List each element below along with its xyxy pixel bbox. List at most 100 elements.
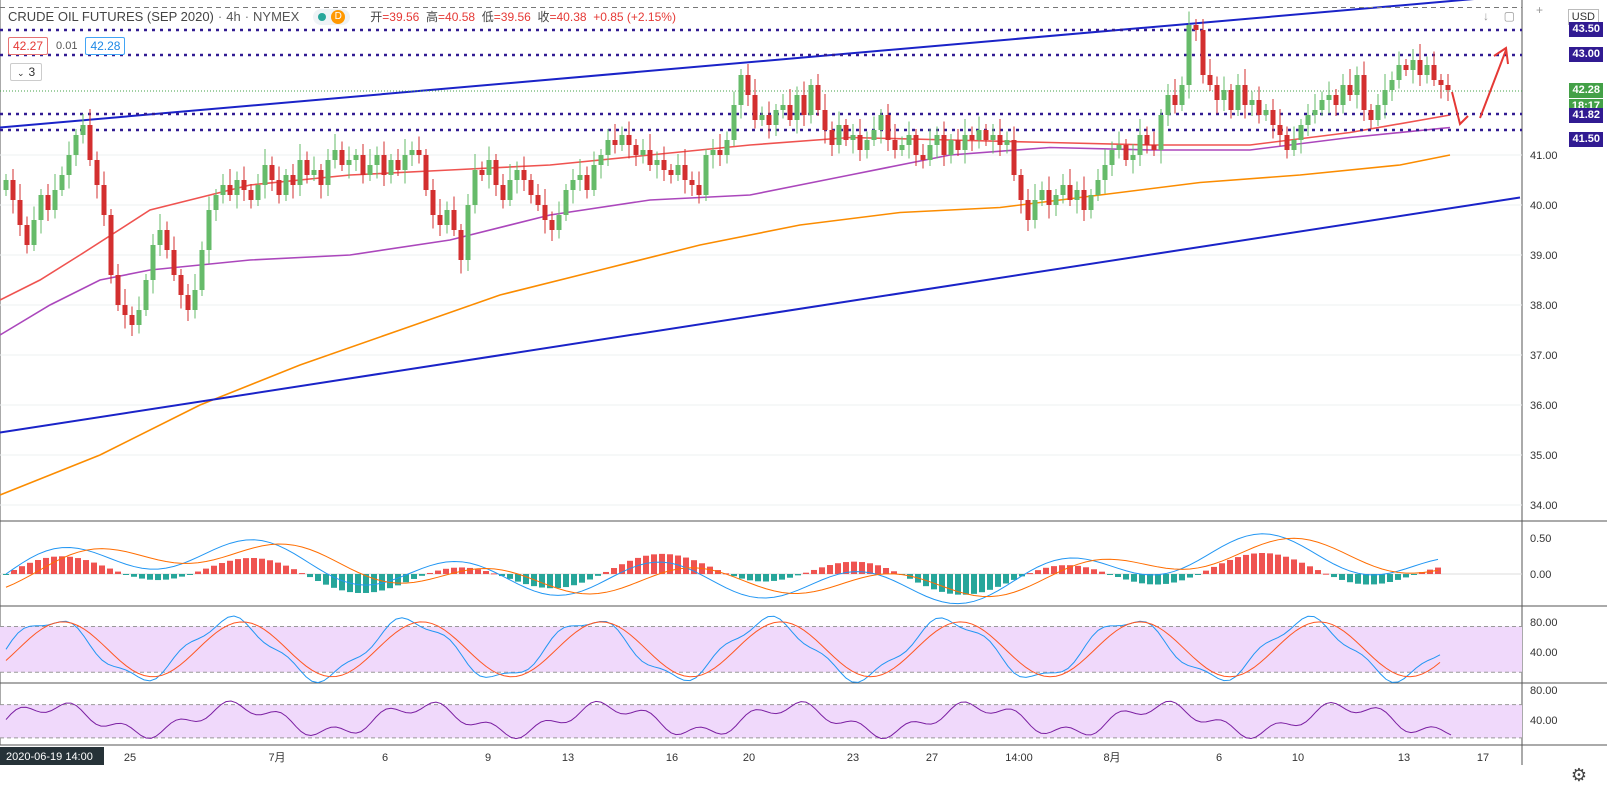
macd-histogram-bar bbox=[843, 562, 849, 574]
candle-body bbox=[360, 155, 366, 175]
candle-body bbox=[1193, 25, 1199, 30]
interval-label[interactable]: 4h bbox=[226, 9, 241, 24]
candle-body bbox=[1445, 85, 1451, 90]
date-tick-label: 8月 bbox=[1103, 752, 1120, 764]
macd-histogram-bar bbox=[1195, 574, 1201, 575]
candle-body bbox=[3, 180, 9, 190]
macd-histogram-bar bbox=[707, 566, 713, 574]
symbol-title[interactable]: CRUDE OIL FUTURES (SEP 2020) bbox=[8, 9, 214, 24]
macd-histogram-bar bbox=[1371, 574, 1377, 585]
date-tick-label: 23 bbox=[847, 752, 859, 764]
lot-size-selector[interactable]: ⌄ 3 bbox=[10, 63, 43, 81]
candle-body bbox=[1333, 95, 1339, 105]
candle-body bbox=[318, 170, 324, 185]
candle-body bbox=[955, 140, 961, 150]
candle-body bbox=[1242, 85, 1248, 105]
candle-body bbox=[1235, 85, 1241, 110]
candle-body bbox=[913, 135, 919, 155]
candle-body bbox=[192, 290, 198, 310]
candle-body bbox=[17, 200, 23, 225]
candle-body bbox=[283, 175, 289, 195]
ohlc-readout: 开=39.56 高=40.58 低=39.56 收=40.38 +0.85 (+… bbox=[370, 10, 676, 24]
macd-histogram-bar bbox=[243, 558, 249, 574]
candle-body bbox=[290, 175, 296, 185]
macd-histogram-bar bbox=[779, 574, 785, 580]
macd-histogram-bar bbox=[819, 567, 825, 574]
price-tick-label: 37.00 bbox=[1530, 350, 1558, 362]
candle-body bbox=[514, 170, 520, 180]
candle-body bbox=[584, 175, 590, 190]
macd-histogram-bar bbox=[515, 574, 521, 582]
candle-body bbox=[920, 155, 926, 160]
macd-histogram-bar bbox=[331, 574, 337, 588]
market-status[interactable]: D bbox=[313, 8, 351, 25]
macd-histogram-bar bbox=[1019, 574, 1025, 577]
candle-body bbox=[1053, 195, 1059, 205]
buy-price-button[interactable]: 42.28 bbox=[85, 37, 126, 55]
candle-body bbox=[465, 205, 471, 260]
macd-histogram-bar bbox=[851, 561, 857, 574]
macd-histogram-bar bbox=[299, 573, 305, 575]
candle-body bbox=[850, 135, 856, 140]
candle-body bbox=[1438, 80, 1444, 85]
macd-histogram-bar bbox=[595, 574, 601, 576]
candle-body bbox=[738, 75, 744, 105]
candle-body bbox=[1410, 60, 1416, 70]
candle-body bbox=[962, 135, 968, 150]
candle-body bbox=[108, 215, 114, 275]
macd-histogram-bar bbox=[1275, 554, 1281, 574]
macd-histogram-bar bbox=[1259, 553, 1265, 574]
macd-histogram-bar bbox=[339, 574, 345, 591]
candle-body bbox=[759, 115, 765, 120]
candle-body bbox=[493, 160, 499, 185]
candle-body bbox=[409, 150, 415, 155]
macd-histogram-bar bbox=[259, 558, 265, 574]
macd-histogram-bar bbox=[1035, 570, 1041, 574]
macd-histogram-bar bbox=[643, 555, 649, 574]
candle-body bbox=[927, 145, 933, 160]
candle-body bbox=[1151, 145, 1157, 150]
sell-price-button[interactable]: 42.27 bbox=[8, 37, 49, 55]
macd-histogram-bar bbox=[483, 571, 489, 574]
macd-histogram-bar bbox=[939, 574, 945, 592]
candle-body bbox=[633, 145, 639, 155]
macd-histogram-bar bbox=[627, 560, 633, 574]
delay-badge: D bbox=[331, 9, 346, 24]
macd-histogram-bar bbox=[187, 574, 193, 575]
date-tick-label: 25 bbox=[124, 752, 136, 764]
candle-body bbox=[1095, 180, 1101, 195]
candle-body bbox=[87, 125, 93, 160]
macd-histogram-bar bbox=[1235, 557, 1241, 574]
arrow-down-icon[interactable]: ↓ bbox=[1483, 9, 1489, 23]
date-tick-label: 27 bbox=[926, 752, 938, 764]
macd-histogram-bar bbox=[123, 574, 129, 575]
macd-histogram-bar bbox=[1131, 574, 1137, 582]
plus-icon[interactable]: + bbox=[1535, 3, 1543, 17]
candle-body bbox=[353, 155, 359, 160]
currency-label[interactable]: USD bbox=[1567, 9, 1599, 25]
macd-histogram-bar bbox=[1267, 553, 1273, 574]
candle-body bbox=[1403, 65, 1409, 70]
maximize-icon[interactable]: ▢ bbox=[1503, 9, 1515, 23]
macd-histogram-bar bbox=[811, 569, 817, 574]
macd-histogram-bar bbox=[1379, 574, 1385, 584]
candle-body bbox=[654, 160, 660, 165]
candle-body bbox=[24, 225, 30, 245]
macd-histogram-bar bbox=[131, 574, 137, 577]
macd-histogram-bar bbox=[171, 574, 177, 579]
date-tick-label: 6 bbox=[1216, 752, 1222, 764]
candle-body bbox=[1018, 175, 1024, 200]
date-tick-label: 16 bbox=[666, 752, 678, 764]
candle-body bbox=[1375, 105, 1381, 120]
candle-body bbox=[101, 185, 107, 215]
candle-body bbox=[1165, 95, 1171, 115]
macd-histogram-bar bbox=[1051, 566, 1057, 574]
gear-icon[interactable]: ⚙ bbox=[1570, 765, 1587, 785]
macd-histogram-bar bbox=[467, 567, 473, 574]
candle-body bbox=[164, 230, 170, 250]
candle-body bbox=[668, 170, 674, 175]
macd-histogram-bar bbox=[1147, 574, 1153, 585]
macd-histogram-bar bbox=[115, 571, 121, 574]
macd-histogram-bar bbox=[235, 559, 241, 574]
